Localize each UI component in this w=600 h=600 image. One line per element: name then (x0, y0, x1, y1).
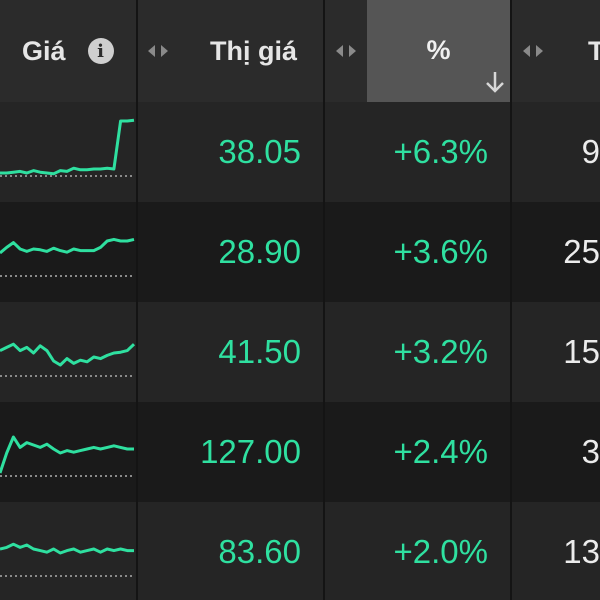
sparkline-series (0, 342, 136, 367)
next-column-cell: 9 (512, 102, 600, 202)
col-header-gia[interactable]: Giá i (0, 0, 136, 102)
next-column-value: 9 (581, 133, 600, 170)
col-header-pct-label: % (426, 34, 451, 65)
pct-header-active-bg (367, 0, 510, 102)
sparkline-chart (0, 118, 135, 177)
sort-descending-icon[interactable] (484, 70, 506, 94)
next-column-value: 15 (563, 333, 600, 370)
sparkline-series (0, 435, 134, 474)
col-header-gia-label: Giá (22, 35, 66, 66)
table-row[interactable]: 127.00 +2.4% 3 (0, 402, 600, 502)
price-cell: 41.50 (218, 333, 301, 370)
column-resize-handle-icon[interactable] (522, 44, 544, 58)
info-icon[interactable]: i (87, 38, 114, 64)
table-row[interactable]: 28.90 +3.6% 25 (0, 202, 600, 302)
next-column-value: 25 (563, 233, 600, 270)
col-header-thi-gia-label: Thị giá (210, 35, 297, 66)
price-cell: 127.00 (200, 433, 301, 470)
column-resize-handle-icon[interactable] (335, 44, 357, 58)
percent-change-cell: +3.6% (393, 233, 489, 270)
next-column-value: 3 (581, 433, 600, 470)
price-cell: 38.05 (218, 133, 301, 170)
column-divider (136, 0, 138, 600)
col-header-next[interactable]: T (588, 0, 600, 102)
column-divider (323, 0, 325, 600)
next-column-cell: 15 (512, 302, 600, 402)
sparkline-chart (0, 542, 134, 577)
percent-change-cell: +2.4% (393, 433, 489, 470)
column-divider (510, 0, 512, 600)
col-header-thi-gia[interactable]: Thị giá (138, 0, 323, 102)
col-header-next-label: T (588, 35, 600, 66)
table-row[interactable]: 38.05 +6.3% 9 (0, 102, 600, 202)
sparkline-series (0, 542, 134, 555)
percent-change-cell: +2.0% (393, 533, 489, 570)
price-cell: 28.90 (218, 233, 301, 270)
percent-change-cell: +3.2% (393, 333, 489, 370)
column-resize-handle-icon[interactable] (147, 44, 169, 58)
sparkline-series (0, 237, 135, 255)
sparkline-series (0, 118, 135, 176)
percent-change-cell: +6.3% (393, 133, 489, 170)
sparkline-chart (0, 237, 135, 277)
col-header-pct[interactable]: % (367, 0, 510, 102)
sparkline-chart (0, 342, 136, 377)
sparkline-chart (0, 435, 134, 477)
next-column-value: 13 (563, 533, 600, 570)
table-header: Giá i Thị giá % T (0, 0, 600, 103)
price-cell: 83.60 (218, 533, 301, 570)
next-column-cell: 13 (512, 502, 600, 600)
next-column-cell: 25 (512, 202, 600, 302)
table-row[interactable]: 83.60 +2.0% 13 (0, 502, 600, 600)
next-column-cell: 3 (512, 402, 600, 502)
table-row[interactable]: 41.50 +3.2% 15 (0, 302, 600, 402)
